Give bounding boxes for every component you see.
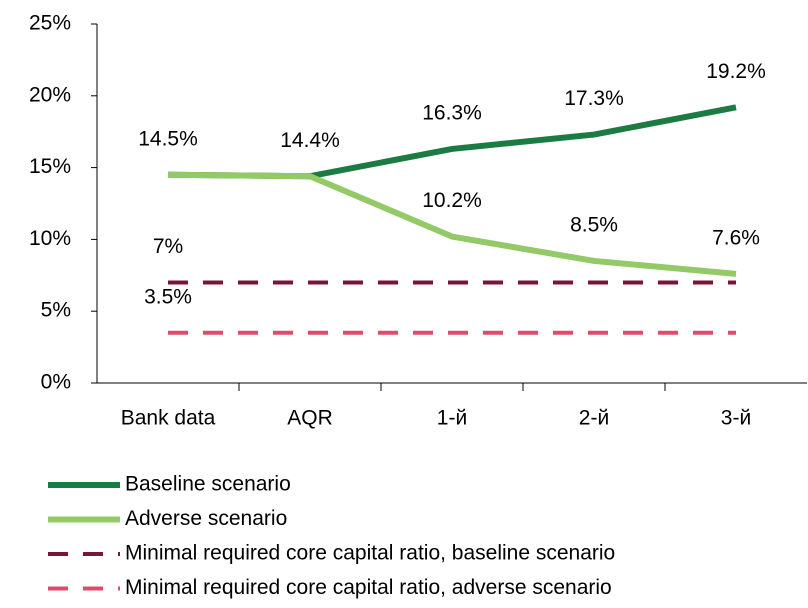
data-label: 17.3% — [564, 87, 624, 110]
data-label: 14.5% — [138, 127, 198, 150]
x-tick-label: 3-й — [721, 407, 751, 430]
x-tick-label: AQR — [287, 407, 333, 430]
x-tick-label: 1-й — [437, 407, 467, 430]
y-tick-label: 10% — [29, 227, 71, 250]
series-line — [167, 171, 737, 277]
y-tick-label: 0% — [41, 371, 71, 394]
x-tick-label: Bank data — [121, 407, 216, 430]
legend-label: Adverse scenario — [125, 507, 287, 530]
data-label: 16.3% — [422, 101, 482, 124]
legend-label: Baseline scenario — [125, 473, 291, 496]
y-tick-label: 15% — [29, 155, 71, 178]
data-label: 7% — [153, 235, 183, 258]
data-label: 7.6% — [712, 226, 760, 249]
data-label: 10.2% — [422, 189, 482, 212]
data-label: 14.4% — [280, 129, 340, 152]
data-label: 8.5% — [570, 213, 618, 236]
x-tick-label: 2-й — [579, 407, 609, 430]
y-tick-label: 5% — [41, 299, 71, 322]
legend-label: Minimal required core capital ratio, bas… — [125, 542, 615, 565]
legend-label: Minimal required core capital ratio, adv… — [125, 576, 612, 599]
data-label: 19.2% — [706, 60, 766, 83]
y-tick-label: 20% — [29, 83, 71, 106]
y-tick-label: 25% — [29, 12, 71, 35]
data-label: 3.5% — [144, 285, 192, 308]
